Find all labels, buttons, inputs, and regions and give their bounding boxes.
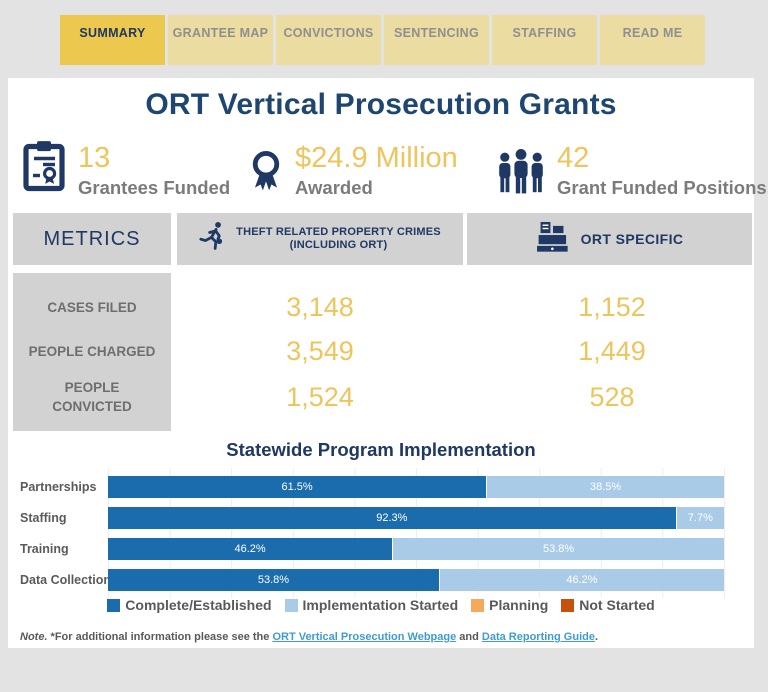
people-charged-theft-value: 3,549 — [286, 336, 354, 366]
bar-segment[interactable]: 53.8% — [393, 538, 724, 560]
ort-webpage-link[interactable]: ORT Vertical Prosecution Webpage — [272, 631, 457, 643]
footer-note: Note. *For additional information please… — [20, 631, 598, 643]
legend-label: Complete/Established — [125, 597, 272, 613]
tab-grantee-map[interactable]: GRANTEE MAP — [168, 15, 273, 65]
grant-funded-positions-value: 42 — [557, 142, 590, 174]
chart-legend: Complete/Established Implementation Star… — [8, 597, 754, 613]
grant-funded-positions-label: Grant Funded Positions — [557, 177, 767, 198]
legend-item-planning[interactable]: Planning — [471, 597, 548, 613]
bar-segment-value: 53.8% — [542, 543, 575, 555]
chart-category-label: Data Collection — [20, 573, 111, 587]
bar-segment-value: 38.5% — [590, 481, 622, 493]
note-text: . — [594, 631, 599, 643]
metrics-header: METRICS — [13, 213, 171, 265]
page-title: ORT Vertical Prosecution Grants — [145, 88, 617, 121]
cases-filed-theft-value: 3,148 — [286, 292, 354, 322]
people-convicted-ort-value: 528 — [589, 382, 635, 412]
tab-read-me[interactable]: READ ME — [600, 15, 705, 65]
theft-crimes-column-label: THEFT RELATED PROPERTY CRIMES (INCLUDING… — [236, 226, 441, 251]
legend-swatch-complete-icon — [107, 598, 121, 612]
cash-register-icon — [536, 221, 570, 258]
stacked-bar: 53.8% 46.2% — [108, 569, 724, 591]
grantees-funded-label: Grantees Funded — [78, 177, 231, 198]
bar-segment-value: 61.5% — [281, 481, 313, 493]
legend-swatch-not-started-icon — [561, 598, 575, 612]
award-ribbon-icon — [249, 150, 283, 194]
metrics-row-label-column: CASES FILED PEOPLE CHARGED PEOPLE CONVIC… — [13, 273, 171, 431]
people-group-icon — [495, 148, 547, 194]
tab-convictions[interactable]: CONVICTIONS — [276, 15, 381, 65]
chart-category-label: Partnerships — [20, 480, 97, 494]
chart-row: Staffing 92.3% 7.7% — [8, 507, 754, 529]
stat-awarded: $24.9 Million Awarded — [295, 142, 458, 198]
chart-row: Partnerships 61.5% 38.5% — [8, 476, 754, 498]
tab-staffing[interactable]: STAFFING — [492, 15, 597, 65]
chart-row: Training 46.2% 53.8% — [8, 538, 754, 560]
grantees-funded-value: 13 — [78, 142, 111, 174]
bar-segment-value: 46.2% — [234, 543, 266, 555]
bar-segment[interactable]: 38.5% — [487, 476, 724, 498]
row-label-people-charged: PEOPLE CHARGED — [28, 344, 156, 359]
bar-segment-value: 92.3% — [376, 512, 408, 524]
bar-segment[interactable]: 53.8% — [108, 569, 439, 591]
legend-label: Implementation Started — [302, 597, 459, 613]
legend-label: Planning — [489, 597, 549, 613]
clipboard-certificate-icon — [20, 139, 68, 192]
chart-category-label: Staffing — [20, 511, 67, 525]
stat-grant-funded-positions: 42 Grant Funded Positions — [557, 142, 767, 198]
running-thief-icon — [199, 221, 229, 258]
stacked-bar-chart: Partnerships 61.5% 38.5% Staffing 92.3% 7.7% T… — [8, 476, 754, 600]
ort-specific-column-label: ORT SPECIFIC — [580, 230, 684, 247]
row-label-cases-filed: CASES FILED — [47, 300, 137, 315]
metrics-header-label: METRICS — [43, 227, 141, 250]
chart-row: Data Collection 53.8% 46.2% — [8, 569, 754, 591]
legend-label: Not Started — [579, 597, 655, 613]
bar-segment-value: 46.2% — [566, 574, 598, 586]
note-text: *For additional information please see t… — [47, 631, 273, 643]
cases-filed-ort-value: 1,152 — [578, 292, 646, 322]
legend-item-not-started[interactable]: Not Started — [561, 597, 655, 613]
bar-segment-value: 7.7% — [687, 512, 713, 524]
legend-item-complete-established[interactable]: Complete/Established — [107, 597, 272, 613]
row-label-people-convicted: PEOPLE CONVICTED — [52, 380, 132, 414]
chart-title: Statewide Program Implementation — [226, 439, 536, 460]
ort-specific-column-header: ORT SPECIFIC — [467, 213, 752, 265]
bar-segment[interactable]: 92.3% — [108, 507, 676, 529]
tab-bar: SUMMARY GRANTEE MAP CONVICTIONS SENTENCI… — [60, 15, 708, 65]
bar-segment-value: 53.8% — [257, 574, 290, 586]
stacked-bar: 92.3% 7.7% — [108, 507, 724, 529]
note-prefix: Note. — [20, 631, 48, 643]
people-charged-ort-value: 1,449 — [578, 336, 646, 366]
people-convicted-theft-value: 1,524 — [286, 382, 354, 412]
legend-swatch-planning-icon — [471, 598, 485, 612]
bar-segment[interactable]: 46.2% — [108, 538, 393, 560]
data-reporting-guide-link[interactable]: Data Reporting Guide — [481, 631, 595, 643]
bar-segment[interactable]: 46.2% — [439, 569, 724, 591]
tab-sentencing[interactable]: SENTENCING — [384, 15, 489, 65]
legend-swatch-implementation-icon — [284, 598, 298, 612]
bar-segment[interactable]: 7.7% — [676, 507, 724, 529]
stacked-bar: 46.2% 53.8% — [108, 538, 724, 560]
awarded-label: Awarded — [295, 177, 373, 198]
legend-item-implementation-started[interactable]: Implementation Started — [284, 597, 459, 613]
dashboard-panel: ORT Vertical Prosecution Grants 13 Grant… — [8, 78, 767, 648]
stacked-bar: 61.5% 38.5% — [108, 476, 724, 498]
theft-crimes-column-header: THEFT RELATED PROPERTY CRIMES (INCLUDING… — [177, 213, 463, 265]
tab-summary[interactable]: SUMMARY — [60, 15, 165, 65]
awarded-value: $24.9 Million — [295, 142, 458, 174]
note-text: and — [456, 631, 482, 643]
stat-grantees-funded: 13 Grantees Funded — [78, 142, 230, 198]
chart-category-label: Training — [20, 542, 69, 556]
bar-segment[interactable]: 61.5% — [108, 476, 487, 498]
